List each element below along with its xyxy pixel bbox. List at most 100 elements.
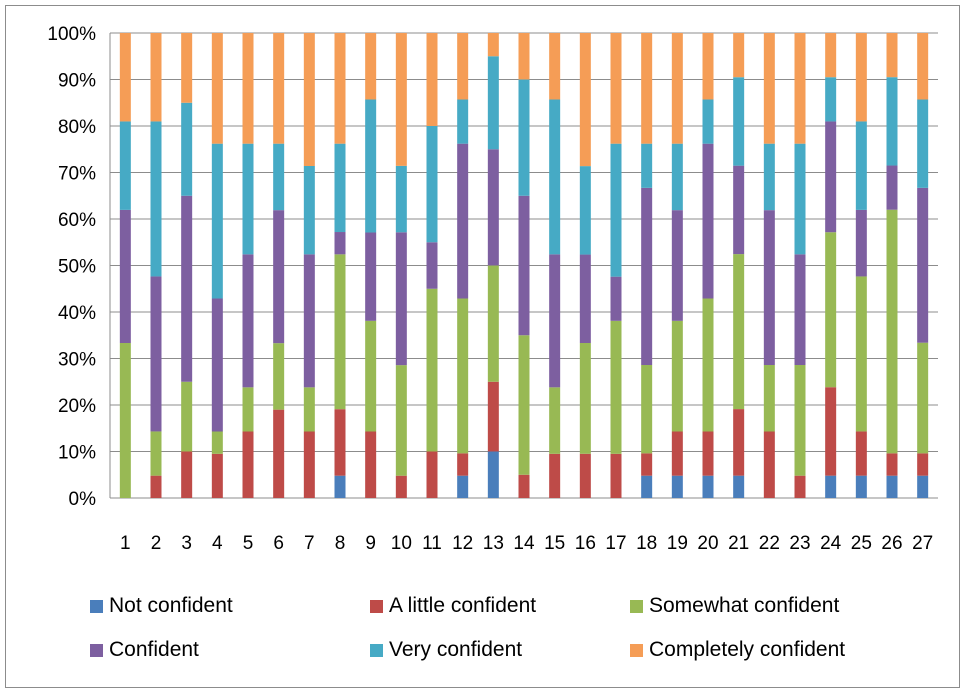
bar-segment bbox=[610, 33, 622, 144]
bar-segment bbox=[825, 33, 837, 78]
bar-segment bbox=[855, 209, 867, 277]
x-tick-label: 22 bbox=[759, 533, 780, 554]
bars bbox=[119, 33, 929, 498]
bar-segment bbox=[763, 33, 775, 144]
legend-item-a-little-confident: A little confident bbox=[370, 594, 630, 618]
bar-segment bbox=[181, 381, 193, 452]
bar-segment bbox=[211, 431, 223, 454]
bar-segment bbox=[518, 79, 530, 196]
bar-segment bbox=[211, 143, 223, 299]
y-tick-label: 30% bbox=[58, 350, 96, 371]
bar-segment bbox=[334, 232, 346, 255]
bar-segment bbox=[211, 298, 223, 432]
bar-segment bbox=[365, 320, 377, 432]
x-tick-label: 26 bbox=[881, 533, 902, 554]
bar-segment bbox=[579, 453, 591, 498]
bar-segment bbox=[886, 453, 898, 476]
x-tick-label: 25 bbox=[851, 533, 872, 554]
bar-segment bbox=[917, 453, 929, 476]
bar-segment bbox=[334, 254, 346, 410]
x-tick-label: 14 bbox=[513, 533, 535, 554]
bar-segment bbox=[579, 33, 591, 167]
x-tick-label: 7 bbox=[304, 533, 315, 554]
bar-segment bbox=[457, 298, 469, 454]
bar-segment bbox=[211, 453, 223, 498]
bar-segment bbox=[487, 33, 499, 57]
bar-segment bbox=[886, 77, 898, 166]
legend-swatch bbox=[370, 643, 383, 657]
bar-segment bbox=[917, 475, 929, 498]
bar-segment bbox=[825, 475, 837, 498]
legend-item-somewhat-confident: Somewhat confident bbox=[630, 594, 910, 618]
x-tick-label: 16 bbox=[575, 533, 596, 554]
bar-segment bbox=[365, 99, 377, 233]
bar-segment bbox=[303, 387, 315, 432]
bar-segment bbox=[303, 33, 315, 166]
bar-segment bbox=[549, 453, 561, 498]
bar-segment bbox=[457, 475, 469, 498]
bar-segment bbox=[457, 143, 469, 299]
x-tick-label: 5 bbox=[243, 533, 254, 554]
bar-segment bbox=[702, 99, 714, 144]
legend-item-completely-confident: Completely confident bbox=[630, 638, 910, 662]
bar-segment bbox=[426, 288, 438, 452]
legend-swatch bbox=[90, 599, 103, 613]
bar-segment bbox=[702, 475, 714, 498]
bar-segment bbox=[487, 265, 499, 382]
legend-label: Not confident bbox=[109, 594, 233, 617]
legend: Not confident A little confident Somewha… bbox=[90, 590, 940, 678]
bar-segment bbox=[150, 33, 162, 122]
bar-segment bbox=[242, 431, 254, 498]
x-tick-label: 12 bbox=[452, 533, 473, 554]
bar-segment bbox=[610, 320, 622, 454]
bar-segment bbox=[395, 475, 407, 498]
bar-segment bbox=[119, 209, 131, 343]
bar-segment bbox=[365, 431, 377, 498]
bar-segment bbox=[794, 33, 806, 144]
bar-segment bbox=[763, 210, 775, 366]
x-tick-label: 6 bbox=[273, 533, 284, 554]
bar-segment bbox=[549, 33, 561, 100]
y-tick-label: 90% bbox=[58, 71, 96, 92]
bar-segment bbox=[641, 453, 653, 476]
legend-label: Confident bbox=[109, 638, 199, 661]
legend-label: A little confident bbox=[389, 594, 537, 617]
x-tick-label: 17 bbox=[605, 533, 626, 554]
bar-segment bbox=[733, 475, 745, 498]
bar-segment bbox=[671, 210, 683, 321]
bar-segment bbox=[610, 453, 622, 498]
x-tick-label: 9 bbox=[365, 533, 376, 554]
bar-segment bbox=[855, 121, 867, 210]
bar-segment bbox=[641, 187, 653, 366]
bar-segment bbox=[457, 99, 469, 144]
bar-segment bbox=[794, 143, 806, 255]
bar-segment bbox=[549, 387, 561, 454]
y-tick-label: 60% bbox=[58, 210, 96, 231]
y-tick-label: 50% bbox=[58, 257, 96, 278]
bar-segment bbox=[579, 254, 591, 343]
legend-label: Completely confident bbox=[649, 638, 846, 661]
legend-item-very-confident: Very confident bbox=[370, 638, 630, 662]
bar-segment bbox=[150, 475, 162, 498]
x-tick-label: 15 bbox=[544, 533, 565, 554]
bar-segment bbox=[763, 431, 775, 498]
bar-segment bbox=[518, 195, 530, 336]
bar-segment bbox=[273, 409, 285, 498]
y-tick-label: 100% bbox=[47, 24, 96, 45]
legend-swatch bbox=[370, 599, 383, 613]
x-tick-label: 1 bbox=[120, 533, 131, 554]
bar-segment bbox=[579, 343, 591, 454]
y-tick-label: 0% bbox=[69, 489, 97, 510]
legend-item-confident: Confident bbox=[90, 638, 370, 662]
bar-segment bbox=[242, 254, 254, 388]
x-tick-label: 19 bbox=[667, 533, 688, 554]
bar-segment bbox=[610, 143, 622, 277]
bar-segment bbox=[211, 33, 223, 144]
bar-segment bbox=[763, 143, 775, 211]
bar-segment bbox=[855, 431, 867, 476]
bar-segment bbox=[303, 431, 315, 498]
bar-segment bbox=[457, 453, 469, 476]
bar-segment bbox=[671, 143, 683, 211]
x-tick-label: 21 bbox=[728, 533, 749, 554]
